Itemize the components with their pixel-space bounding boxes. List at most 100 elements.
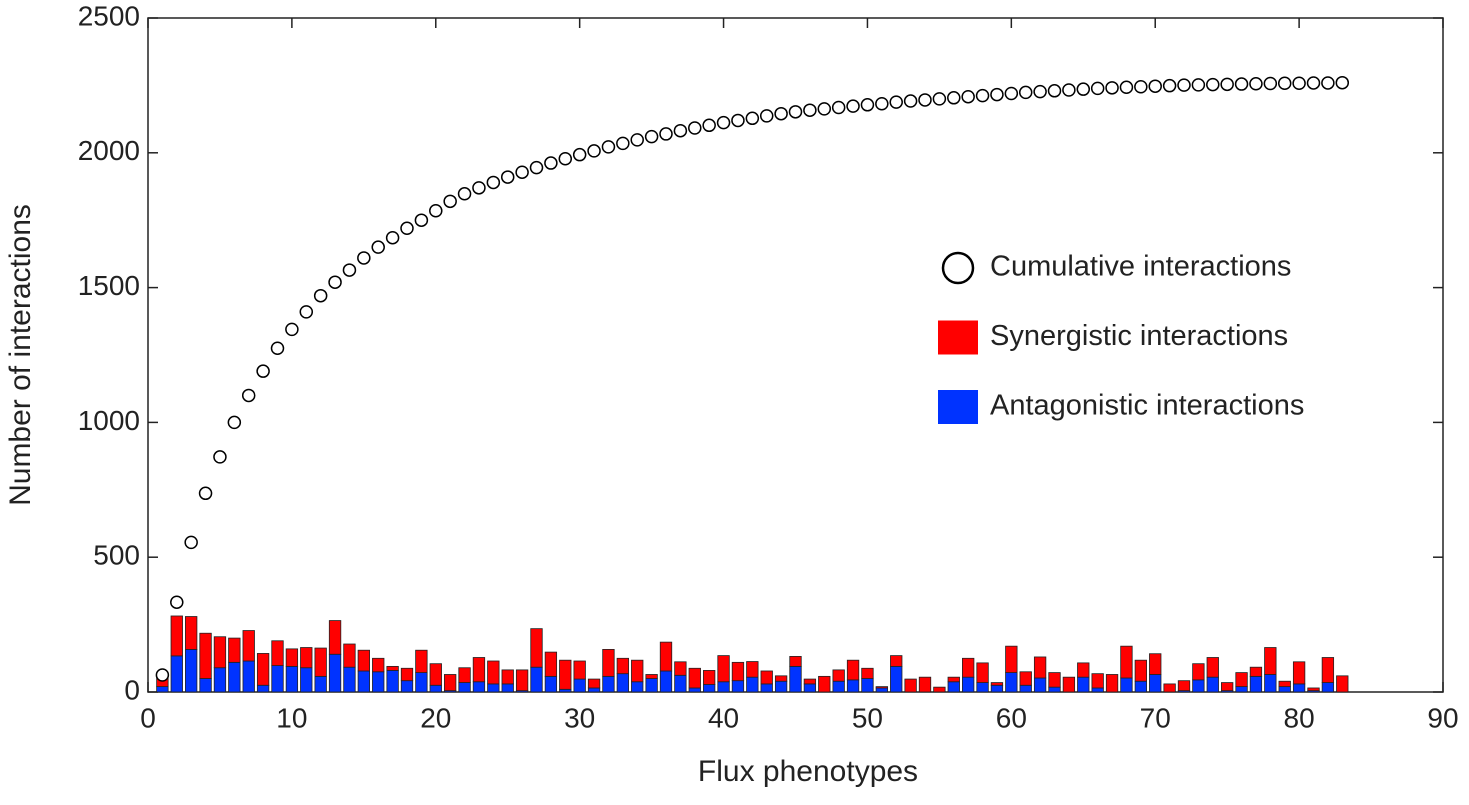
bar-segment <box>846 679 860 693</box>
cumulative-point <box>587 144 601 158</box>
bar-segment <box>1321 682 1335 693</box>
legend-swatch <box>938 320 978 355</box>
bar-segment <box>645 674 658 679</box>
bar-segment <box>1019 671 1032 686</box>
bar-segment <box>1292 661 1306 685</box>
bar-segment <box>746 676 759 693</box>
cumulative-point <box>371 240 385 254</box>
bar-segment <box>1033 656 1047 679</box>
bar-segment <box>659 641 673 672</box>
bar-segment <box>746 661 759 678</box>
cumulative-point <box>1177 78 1191 92</box>
bar-segment <box>1149 653 1162 675</box>
cumulative-point <box>903 94 918 108</box>
cumulative-point <box>170 595 184 609</box>
x-tick-label: 40 <box>708 702 739 733</box>
cumulative-point <box>155 668 170 682</box>
bar-segment <box>688 687 701 693</box>
cumulative-point <box>572 147 587 162</box>
cumulative-point <box>616 136 630 151</box>
bar-segment <box>386 670 399 693</box>
bar-segment <box>717 681 730 693</box>
cumulative-point <box>558 151 573 166</box>
bar-segment <box>1264 674 1277 693</box>
cumulative-point <box>198 486 213 501</box>
bar-segment <box>1307 687 1320 692</box>
cumulative-point <box>1033 84 1047 99</box>
bar-segment <box>242 660 255 693</box>
legend-label: Antagonistic interactions <box>990 390 1304 422</box>
bar-segment <box>1336 675 1349 693</box>
plot-frame <box>147 17 1444 693</box>
cumulative-point <box>702 118 716 133</box>
x-tick-label: 90 <box>1427 702 1458 733</box>
bar-segment <box>429 684 442 693</box>
bar-segment <box>1062 676 1076 693</box>
bar-segment <box>501 683 514 693</box>
bar-segment <box>386 665 399 671</box>
bar-segment <box>818 675 831 693</box>
cumulative-point <box>803 103 817 117</box>
bar-segment <box>185 616 198 650</box>
cumulative-point <box>1004 86 1019 101</box>
x-tick-label: 80 <box>1284 702 1315 733</box>
cumulative-point <box>731 113 745 128</box>
bar-segment <box>544 651 558 677</box>
cumulative-point <box>975 88 990 103</box>
bar-segment <box>1120 677 1133 693</box>
bar-segment <box>328 653 342 693</box>
cumulative-point <box>1090 81 1105 96</box>
legend-swatch <box>938 390 978 424</box>
bar-segment <box>832 669 845 682</box>
bar-segment <box>228 661 241 693</box>
cumulative-point <box>213 450 227 464</box>
bar-segment <box>429 663 442 686</box>
cumulative-point <box>342 263 357 277</box>
bar-segment <box>962 676 975 693</box>
legend-label: Synergistic interactions <box>990 320 1288 352</box>
bar-segment <box>760 670 773 685</box>
cumulative-point <box>1220 77 1234 92</box>
cumulative-point <box>745 111 760 126</box>
y-axis-label: Number of interactions <box>4 204 37 506</box>
cumulative-point <box>1062 83 1076 97</box>
cumulative-point <box>500 170 515 184</box>
cumulative-point <box>1335 75 1350 90</box>
cumulative-point <box>716 115 731 130</box>
cumulative-point <box>184 535 198 550</box>
bar-segment <box>199 632 212 679</box>
cumulative-point <box>1162 78 1177 93</box>
bar-segment <box>645 678 658 693</box>
cumulative-point <box>644 129 659 144</box>
bar-segment <box>962 657 975 678</box>
cumulative-point <box>630 133 644 147</box>
bar-segment <box>947 676 960 683</box>
bar-segment <box>1091 687 1104 693</box>
cumulative-point <box>932 92 947 106</box>
cumulative-point <box>1134 79 1148 94</box>
bar-segment <box>1105 674 1119 693</box>
bar-segment <box>1149 674 1162 693</box>
bar-segment <box>213 636 227 669</box>
bar-segment <box>501 669 514 685</box>
cumulative-point <box>429 204 443 218</box>
cumulative-point <box>1234 77 1249 91</box>
bar-segment <box>400 680 414 693</box>
cumulative-point <box>486 175 501 190</box>
bar-segment <box>170 615 183 657</box>
bar-segment <box>1163 683 1176 693</box>
bar-segment <box>1321 657 1335 683</box>
legend-label: Cumulative interactions <box>990 251 1291 283</box>
bar-segment <box>933 686 946 693</box>
bar-segment <box>515 669 529 692</box>
bar-segment <box>256 684 270 693</box>
bar-segment <box>285 665 299 693</box>
cumulative-point <box>846 99 860 113</box>
x-tick-label: 30 <box>564 702 595 733</box>
bar-segment <box>890 665 903 693</box>
bar-segment <box>990 682 1004 686</box>
bar-segment <box>1120 645 1133 679</box>
bar-segment <box>444 674 457 692</box>
cumulative-point <box>515 165 529 179</box>
bar-segment <box>487 660 500 685</box>
